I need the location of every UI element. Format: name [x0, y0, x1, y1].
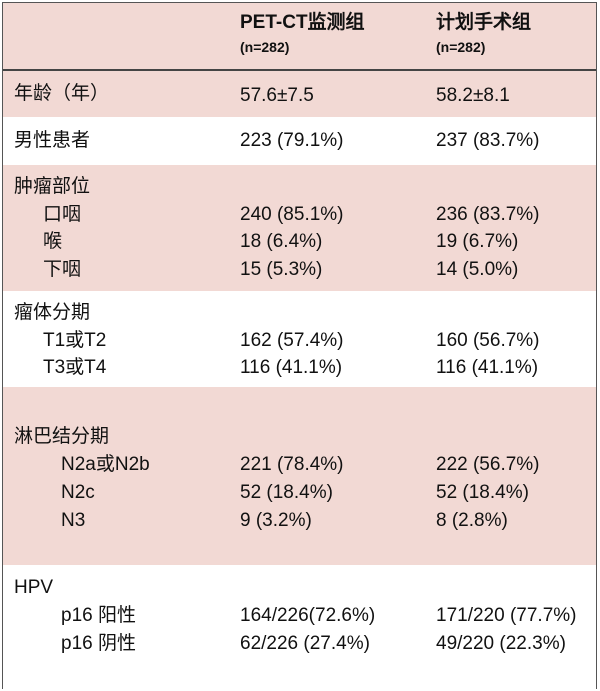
sub-row-label: 口咽 — [43, 204, 82, 225]
sub-row-label: N3 — [61, 510, 86, 531]
table-group-site: 肿瘤部位 口咽 240 (85.1%) 236 (83.7%) 喉 18 (6.… — [3, 165, 596, 291]
table-group-tstage: 瘤体分期 T1或T2 162 (57.4%) 160 (56.7%) T3或T4… — [3, 291, 596, 387]
sub-row-value-g1: 221 (78.4%) — [240, 454, 344, 475]
sub-row-value-g2: 116 (41.1%) — [436, 357, 539, 378]
row-label: 男性患者 — [14, 130, 91, 151]
row-label: 年龄（年） — [14, 83, 110, 104]
row-value-g2: 237 (83.7%) — [436, 130, 540, 151]
group-label: 瘤体分期 — [14, 302, 91, 323]
sub-row-value-g1: 15 (5.3%) — [240, 259, 323, 280]
table-header: PET-CT监测组 (n=282) 计划手术组 (n=282) — [3, 3, 596, 69]
sub-row-value-g1: 9 (3.2%) — [240, 510, 312, 531]
group-label: 淋巴结分期 — [14, 426, 110, 447]
sub-row-value-g2: 14 (5.0%) — [436, 259, 519, 280]
header-col3-n: (n=282) — [436, 39, 486, 55]
sub-row-value-g1: 116 (41.1%) — [240, 357, 343, 378]
table-group-hpv: HPV p16 阳性 164/226(72.6%) 171/220 (77.7%… — [3, 565, 596, 690]
sub-row-label: 喉 — [43, 231, 63, 252]
sub-row-label: N2a或N2b — [61, 454, 150, 475]
group-label: 肿瘤部位 — [14, 176, 91, 197]
sub-row-value-g2: 52 (18.4%) — [436, 482, 529, 503]
header-col2-title: PET-CT监测组 — [240, 12, 365, 33]
sub-row-value-g2: 49/220 (22.3%) — [436, 633, 566, 654]
row-value-g1: 57.6±7.5 — [240, 85, 314, 106]
sub-row-value-g2: 171/220 (77.7%) — [436, 605, 577, 626]
table-row-age: 年龄（年） 57.6±7.5 58.2±8.1 — [3, 69, 596, 117]
sub-row-value-g1: 162 (57.4%) — [240, 330, 344, 351]
sub-row-label: T3或T4 — [43, 357, 107, 378]
row-value-g2: 58.2±8.1 — [436, 85, 510, 106]
sub-row-value-g1: 52 (18.4%) — [240, 482, 333, 503]
sub-row-label: 下咽 — [43, 259, 82, 280]
row-value-g1: 223 (79.1%) — [240, 130, 344, 151]
sub-row-label: p16 阴性 — [61, 633, 136, 654]
table-group-nstage: 淋巴结分期 N2a或N2b 221 (78.4%) 222 (56.7%) N2… — [3, 387, 596, 565]
group-label: HPV — [14, 577, 54, 598]
header-col3-title: 计划手术组 — [436, 12, 532, 33]
sub-row-value-g1: 62/226 (27.4%) — [240, 633, 370, 654]
table-row-male: 男性患者 223 (79.1%) 237 (83.7%) — [3, 117, 596, 165]
sub-row-value-g2: 19 (6.7%) — [436, 231, 519, 252]
sub-row-value-g1: 164/226(72.6%) — [240, 605, 376, 626]
sub-row-label: p16 阳性 — [61, 605, 136, 626]
header-col2-n: (n=282) — [240, 39, 290, 55]
sub-row-value-g2: 222 (56.7%) — [436, 454, 540, 475]
sub-row-label: T1或T2 — [43, 330, 107, 351]
sub-row-value-g1: 240 (85.1%) — [240, 204, 344, 225]
sub-row-value-g2: 8 (2.8%) — [436, 510, 508, 531]
sub-row-value-g2: 160 (56.7%) — [436, 330, 540, 351]
sub-row-value-g2: 236 (83.7%) — [436, 204, 540, 225]
sub-row-label: N2c — [61, 482, 95, 503]
sub-row-value-g1: 18 (6.4%) — [240, 231, 323, 252]
